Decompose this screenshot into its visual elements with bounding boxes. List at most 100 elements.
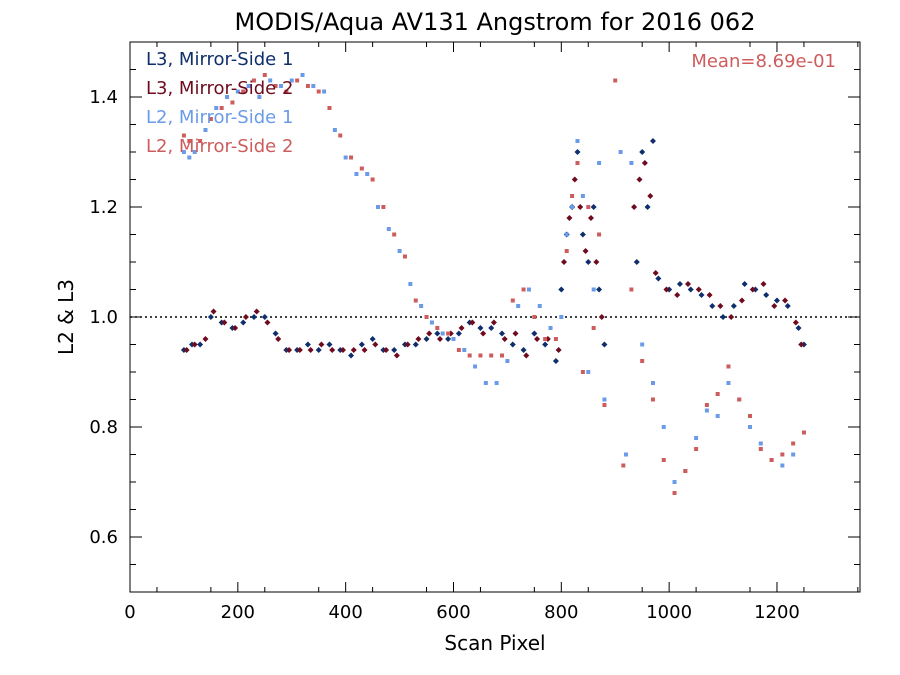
data-point xyxy=(516,304,521,308)
legend-entry-l3-ms1: L3, Mirror-Side 1 xyxy=(146,49,293,70)
data-point xyxy=(591,326,596,330)
data-point xyxy=(720,314,727,320)
series-4 xyxy=(181,73,806,495)
data-point xyxy=(593,259,600,265)
data-point xyxy=(505,359,510,363)
data-point xyxy=(191,341,198,348)
series-3 xyxy=(181,73,806,484)
data-point xyxy=(456,348,461,352)
data-point xyxy=(289,78,294,83)
data-point xyxy=(426,330,433,337)
data-point xyxy=(181,133,186,138)
data-point xyxy=(748,425,753,429)
data-point xyxy=(307,347,314,353)
data-point xyxy=(305,84,310,88)
data-point xyxy=(419,304,424,308)
data-point xyxy=(315,347,322,353)
y-tick-label: 1.2 xyxy=(89,197,118,218)
data-point xyxy=(329,347,336,353)
data-point xyxy=(483,381,488,385)
data-point xyxy=(261,314,268,320)
data-point xyxy=(748,414,753,418)
y-tick-label: 0.6 xyxy=(89,527,118,548)
data-point xyxy=(726,381,731,385)
data-point xyxy=(252,78,257,83)
data-point xyxy=(663,286,670,293)
data-point xyxy=(639,149,646,155)
data-point xyxy=(296,347,303,353)
data-point xyxy=(580,370,585,374)
data-point xyxy=(780,452,785,457)
data-point xyxy=(661,458,666,462)
data-point xyxy=(792,319,799,326)
data-point xyxy=(339,347,346,353)
data-point xyxy=(278,84,283,88)
data-point xyxy=(202,336,209,342)
data-point xyxy=(268,78,273,83)
data-point xyxy=(694,447,699,451)
data-point xyxy=(570,205,575,209)
data-point xyxy=(601,341,608,348)
data-point xyxy=(624,452,629,457)
data-point xyxy=(478,353,483,358)
chart-title: MODIS/Aqua AV131 Angstrom for 2016 062 xyxy=(235,8,756,36)
data-point xyxy=(477,325,484,331)
data-point xyxy=(579,231,586,238)
data-point xyxy=(586,370,591,374)
data-point xyxy=(284,89,289,94)
data-point xyxy=(251,314,258,320)
data-point xyxy=(440,331,445,336)
data-point xyxy=(490,319,497,326)
data-point xyxy=(275,336,282,342)
data-point xyxy=(365,172,370,176)
data-point xyxy=(467,353,472,358)
data-point xyxy=(555,347,562,353)
data-point xyxy=(548,326,553,330)
data-point xyxy=(207,314,214,320)
data-point xyxy=(782,297,789,304)
data-point xyxy=(512,330,519,337)
x-tick-label: 0 xyxy=(124,602,135,623)
data-point xyxy=(424,315,429,319)
data-point xyxy=(649,138,656,144)
data-point xyxy=(455,330,462,337)
data-point xyxy=(225,95,230,99)
data-point xyxy=(570,194,575,198)
data-point xyxy=(372,341,379,348)
data-point xyxy=(574,149,581,155)
data-point xyxy=(591,287,596,292)
data-point xyxy=(500,353,505,358)
data-point xyxy=(240,319,247,326)
data-point xyxy=(763,292,770,298)
data-point xyxy=(295,78,300,83)
data-point xyxy=(350,347,357,353)
x-axis-label: Scan Pixel xyxy=(444,631,545,655)
data-point xyxy=(332,128,337,132)
data-point xyxy=(640,359,645,363)
data-point xyxy=(706,292,713,298)
data-point xyxy=(429,320,434,325)
data-point xyxy=(795,325,802,331)
data-point xyxy=(246,84,251,88)
data-point xyxy=(272,330,279,337)
data-point xyxy=(327,106,332,110)
data-point xyxy=(214,106,219,110)
data-point xyxy=(652,270,659,276)
data-point xyxy=(728,314,735,320)
data-point xyxy=(730,303,737,309)
data-point xyxy=(780,463,785,468)
mean-annotation: Mean=8.69e-01 xyxy=(691,51,836,72)
data-point xyxy=(187,155,192,160)
data-point xyxy=(715,414,720,418)
data-point xyxy=(489,353,494,358)
data-point xyxy=(354,172,359,176)
data-point xyxy=(232,325,239,331)
data-point xyxy=(221,319,228,326)
data-point xyxy=(318,341,325,348)
data-point xyxy=(749,286,756,293)
data-point xyxy=(798,341,805,348)
data-point xyxy=(402,254,407,259)
data-point xyxy=(488,325,495,331)
data-point xyxy=(704,403,709,407)
data-point xyxy=(316,89,321,94)
